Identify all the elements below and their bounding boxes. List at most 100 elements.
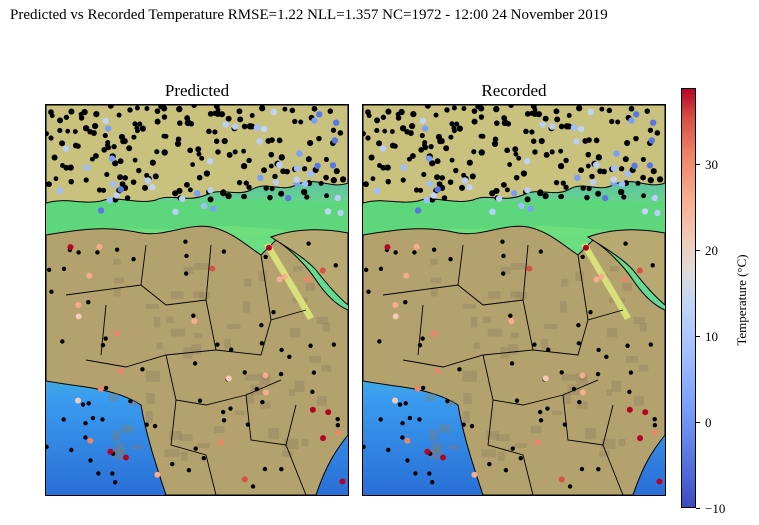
station-unobserved: [324, 193, 329, 199]
highland-patch: [197, 443, 210, 448]
station-unobserved: [586, 137, 592, 143]
station-unobserved: [628, 105, 635, 112]
station-unobserved: [378, 266, 384, 272]
station-unobserved: [640, 156, 646, 162]
highland-patch: [618, 438, 626, 447]
station-unobserved: [376, 140, 383, 147]
station-unobserved: [152, 423, 158, 429]
station-unobserved: [192, 361, 198, 366]
station-unobserved: [276, 137, 283, 144]
station-unobserved: [576, 341, 582, 346]
station-observed: [419, 117, 427, 125]
country-border: [532, 309, 624, 356]
station-observed: [421, 125, 429, 132]
country-border: [577, 254, 589, 321]
colorbar-tick: [696, 422, 700, 423]
station-unobserved: [280, 168, 287, 175]
station-unobserved: [197, 398, 203, 403]
highland-patch: [508, 344, 519, 355]
station-unobserved: [220, 189, 227, 196]
station-unobserved: [412, 250, 417, 255]
station-unobserved: [380, 114, 387, 120]
station-unobserved: [46, 267, 52, 273]
station-unobserved: [520, 170, 528, 177]
station-unobserved: [195, 146, 202, 153]
highland-patch: [180, 451, 188, 461]
station-unobserved: [88, 458, 93, 463]
highland-patch: [170, 328, 186, 337]
station-observed: [424, 448, 431, 455]
highland-patch: [316, 396, 327, 406]
station-unobserved: [417, 187, 424, 193]
station-unobserved: [196, 151, 202, 157]
station-unobserved: [267, 194, 273, 201]
station-unobserved: [57, 117, 64, 124]
station-unobserved: [501, 253, 506, 259]
station-observed: [319, 267, 326, 274]
station-observed: [471, 471, 478, 478]
station-unobserved: [83, 435, 88, 440]
station-unobserved: [430, 480, 435, 485]
station-observed: [117, 186, 124, 193]
station-observed: [207, 187, 214, 194]
station-unobserved: [420, 336, 425, 341]
station-unobserved: [201, 456, 206, 461]
station-unobserved: [245, 422, 251, 427]
station-unobserved: [618, 166, 625, 172]
station-unobserved: [419, 133, 425, 139]
station-unobserved: [339, 176, 347, 183]
station-observed: [265, 244, 272, 251]
station-unobserved: [49, 289, 54, 294]
station-observed: [293, 176, 300, 183]
station-observed: [426, 180, 434, 188]
station-unobserved: [439, 175, 445, 181]
station-unobserved: [507, 162, 513, 167]
station-observed: [96, 243, 103, 250]
station-observed: [102, 117, 110, 125]
station-unobserved: [650, 168, 657, 175]
highland-patch: [639, 322, 648, 332]
station-observed: [262, 389, 269, 396]
country-border: [215, 309, 307, 356]
highland-patch: [316, 316, 328, 325]
station-unobserved: [311, 370, 317, 375]
station-unobserved: [287, 354, 292, 360]
station-unobserved: [422, 140, 428, 146]
station-observed: [272, 179, 280, 186]
station-unobserved: [537, 409, 543, 415]
figure-title: Predicted vs Recorded Temperature RMSE=1…: [10, 7, 608, 23]
station-unobserved: [640, 174, 646, 181]
highland-patch: [243, 278, 252, 287]
station-unobserved: [67, 164, 74, 171]
highland-patch: [153, 316, 161, 328]
station-observed: [253, 124, 261, 131]
station-unobserved: [471, 149, 477, 155]
station-unobserved: [606, 107, 613, 114]
station-observed: [404, 437, 411, 444]
highland-patch: [164, 449, 180, 458]
station-unobserved: [558, 194, 564, 200]
station-unobserved: [545, 406, 550, 411]
station-unobserved: [221, 418, 227, 423]
station-unobserved: [397, 402, 403, 407]
station-unobserved: [380, 164, 387, 171]
station-observed: [631, 162, 638, 170]
station-unobserved: [246, 184, 252, 190]
station-unobserved: [310, 389, 315, 395]
station-unobserved: [91, 122, 99, 130]
station-unobserved: [524, 110, 531, 117]
station-unobserved: [580, 254, 585, 260]
colorbar-tick-label: 0: [705, 415, 712, 430]
station-unobserved: [176, 187, 183, 194]
station-observed: [392, 313, 399, 320]
highland-patch: [224, 338, 231, 349]
station-unobserved: [190, 162, 196, 167]
station-observed: [579, 372, 586, 379]
station-unobserved: [113, 480, 118, 485]
station-observed: [461, 177, 469, 184]
mediterranean-sea: [363, 199, 665, 235]
station-unobserved: [621, 194, 627, 200]
highland-patch: [112, 430, 121, 441]
station-unobserved: [562, 422, 568, 427]
station-unobserved: [418, 147, 425, 153]
